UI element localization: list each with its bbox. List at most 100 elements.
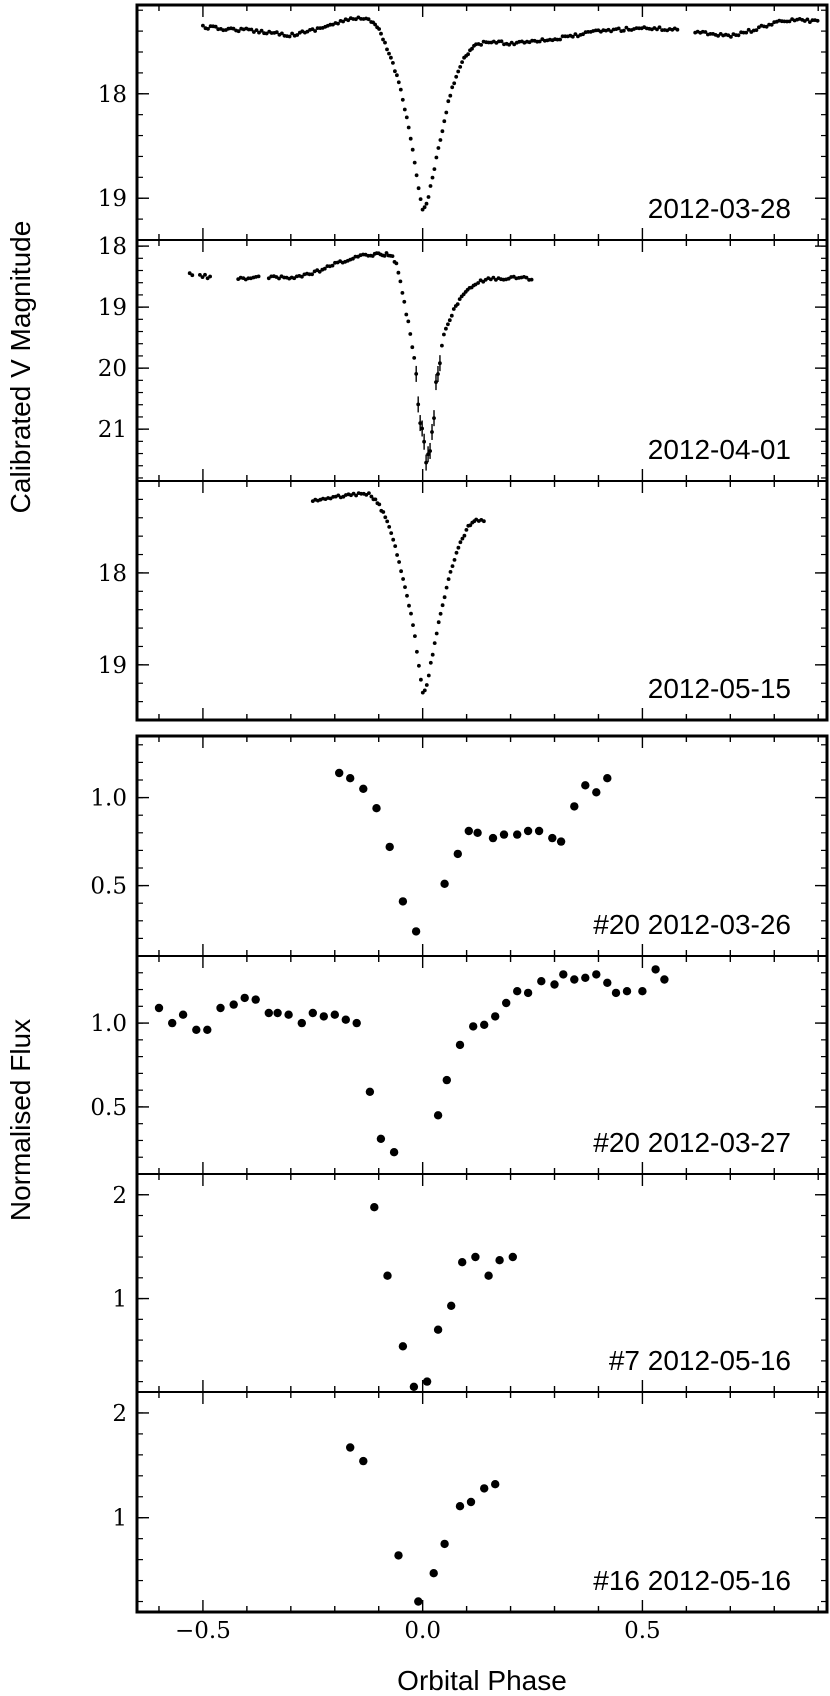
data-point	[447, 1301, 456, 1311]
data-point	[432, 641, 437, 645]
data-point	[550, 980, 559, 989]
data-point	[366, 17, 371, 22]
data-point	[570, 975, 579, 984]
panel-label: #20 2012-03-27	[593, 1127, 791, 1158]
data-point	[458, 1258, 467, 1267]
data-point	[367, 491, 371, 495]
data-point	[385, 842, 394, 852]
data-point	[428, 660, 433, 665]
panel-4: 0.5 1.0 #20 2012-03-26	[90, 735, 828, 957]
data-point	[660, 975, 669, 984]
data-point	[297, 1018, 306, 1028]
y-tick-label: 18	[98, 82, 127, 108]
group-frame	[135, 3, 829, 722]
data-point	[559, 970, 568, 979]
data-point	[229, 1000, 238, 1009]
y-tick-label: 21	[98, 417, 127, 443]
y-tick-label: 1	[112, 1287, 127, 1313]
data-point	[444, 110, 449, 115]
data-point	[422, 1377, 432, 1386]
data-point	[462, 533, 467, 538]
panel-2: 18 19 20 21 2012-04-01	[98, 234, 828, 482]
y-tick-label: 2	[112, 1183, 127, 1209]
y-tick-label: 2	[112, 1401, 127, 1427]
data-point	[346, 1443, 355, 1452]
data-point	[444, 585, 449, 590]
data-point	[290, 31, 294, 36]
data-point	[454, 550, 459, 555]
data-point	[442, 119, 447, 124]
data-point	[383, 515, 388, 520]
data-point	[440, 343, 444, 348]
data-point	[310, 272, 314, 277]
data-points	[346, 1443, 500, 1606]
data-point	[404, 312, 409, 317]
data-point	[409, 1382, 419, 1392]
data-point	[769, 22, 774, 27]
data-point	[787, 19, 792, 24]
data-point	[524, 275, 529, 280]
y-tick-label: 19	[98, 186, 127, 212]
panel-5: 0.5 1.0 #20 2012-03-27	[90, 955, 828, 1175]
data-point	[480, 1484, 489, 1493]
data-point	[570, 34, 575, 39]
data-point	[313, 29, 317, 33]
data-point	[401, 577, 405, 581]
data-point	[251, 995, 260, 1004]
data-point	[429, 1569, 438, 1578]
data-point	[379, 31, 383, 36]
data-point	[399, 569, 403, 574]
data-point	[257, 30, 261, 35]
data-point	[410, 147, 415, 152]
data-point	[736, 33, 741, 38]
data-point	[651, 965, 660, 974]
data-point	[508, 1252, 517, 1262]
panel-1: 18 19 2012-03-28	[98, 4, 828, 241]
data-point	[412, 356, 417, 360]
data-point	[398, 279, 403, 284]
data-point	[381, 37, 385, 42]
data-points	[370, 1203, 517, 1392]
data-point	[426, 673, 431, 678]
data-point	[400, 291, 405, 295]
data-point	[455, 1040, 465, 1050]
data-point	[450, 85, 455, 90]
data-point	[396, 270, 401, 275]
data-point	[273, 1008, 282, 1018]
data-point	[560, 34, 565, 39]
y-axis-title-normalised-flux: Normalised Flux	[5, 1019, 36, 1221]
data-point	[638, 987, 647, 996]
data-point	[448, 93, 453, 98]
data-point	[396, 80, 401, 85]
data-point	[330, 1010, 339, 1019]
data-point	[452, 81, 457, 86]
data-point	[456, 69, 461, 74]
data-point	[346, 774, 355, 783]
y-tick-label: 0.5	[90, 874, 127, 900]
data-point	[446, 99, 451, 104]
data-point	[359, 784, 368, 793]
group-frame	[135, 734, 829, 1614]
data-point	[391, 61, 395, 65]
data-point	[287, 34, 292, 39]
data-point	[383, 40, 387, 45]
data-point	[336, 21, 340, 26]
data-point	[192, 1025, 201, 1035]
data-point	[523, 988, 533, 998]
data-point	[307, 272, 312, 277]
y-tick-label: 0.5	[90, 1095, 127, 1121]
data-point	[457, 297, 462, 301]
x-tick-label: 0.5	[624, 1618, 661, 1644]
data-point	[407, 603, 411, 608]
panel-label: 2012-03-28	[648, 193, 791, 224]
data-point	[637, 26, 641, 31]
data-point	[616, 26, 621, 31]
data-point	[398, 87, 403, 92]
data-point	[446, 577, 451, 581]
data-point	[458, 65, 463, 69]
data-point	[422, 205, 427, 210]
data-point	[315, 26, 320, 30]
data-point	[491, 275, 496, 280]
data-point	[414, 1597, 423, 1606]
data-points	[154, 965, 669, 1157]
